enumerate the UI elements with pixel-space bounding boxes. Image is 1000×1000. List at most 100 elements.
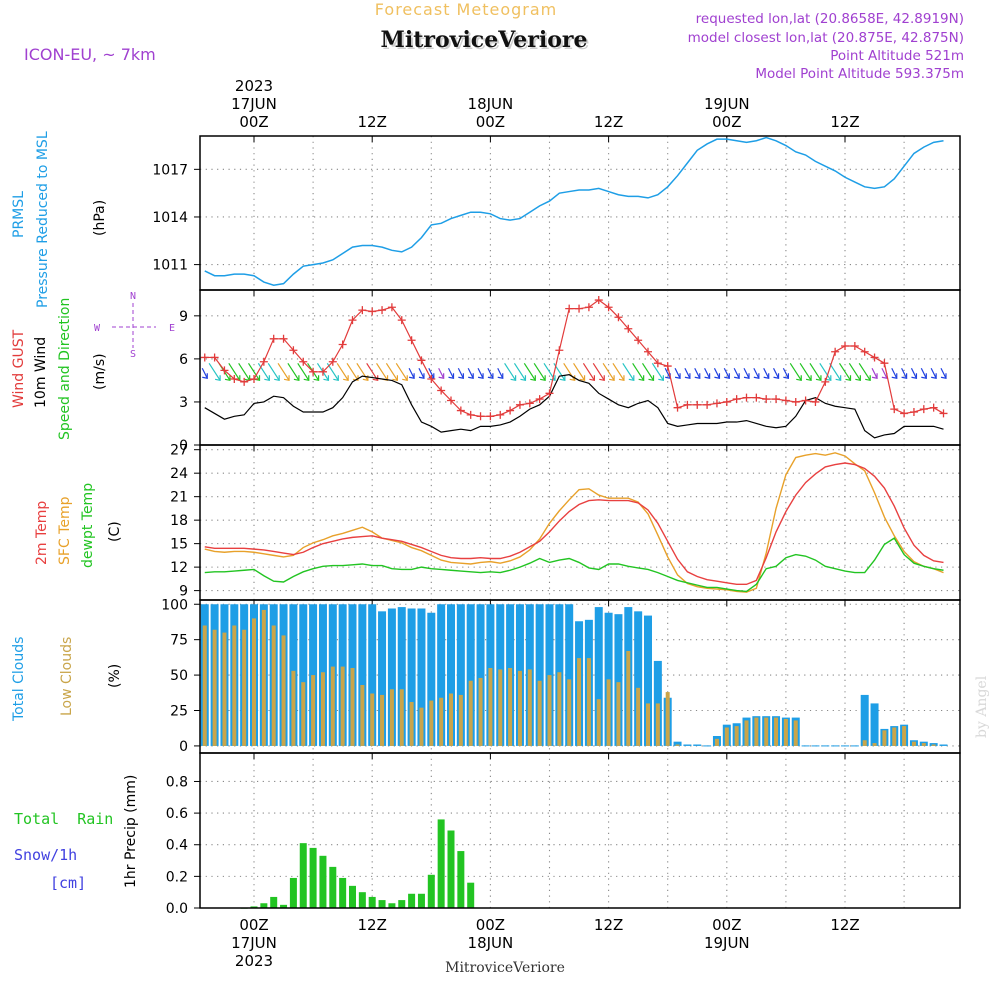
wind-arrow-shaft bbox=[819, 362, 832, 381]
temp2m-label: 2m Temp bbox=[34, 501, 50, 565]
rain-bar bbox=[388, 903, 396, 908]
wind-arrow bbox=[497, 367, 504, 379]
wind-arrow-head bbox=[835, 375, 842, 382]
wind-arrow bbox=[848, 362, 861, 382]
wind-arrow-shaft bbox=[277, 362, 290, 381]
wind-arrow-head bbox=[773, 373, 780, 379]
wind-arrow-head bbox=[618, 375, 625, 382]
total-cloud-bar bbox=[693, 744, 702, 746]
wind-arrow-shaft bbox=[858, 362, 871, 381]
ytick-label: 15 bbox=[170, 537, 188, 553]
rain-bar bbox=[299, 843, 307, 908]
top-axis-label: 00Z bbox=[239, 113, 268, 131]
low-cloud-bar bbox=[389, 689, 394, 746]
wind-arrow-head bbox=[796, 375, 802, 382]
gust-marker bbox=[850, 341, 859, 350]
low-cloud-bar bbox=[242, 629, 247, 746]
gust-marker bbox=[831, 347, 840, 356]
rain-bar bbox=[309, 847, 317, 908]
pressure-panel: 1011 1014 1017 bbox=[152, 135, 961, 291]
wind-arrow bbox=[408, 367, 415, 379]
low-cloud-bar bbox=[301, 682, 306, 746]
rain-bar bbox=[457, 851, 465, 908]
wind-arrow bbox=[713, 367, 721, 379]
wind-arrow-head bbox=[510, 375, 517, 382]
low-cloud-bar bbox=[212, 629, 217, 746]
low-cloud-bar bbox=[636, 687, 641, 746]
wind-arrow bbox=[612, 362, 625, 382]
total-cloud-bar bbox=[673, 741, 682, 746]
total-cloud-bar bbox=[683, 744, 692, 746]
wind-arrow-head bbox=[303, 375, 310, 382]
wind-arrow bbox=[940, 367, 947, 379]
wind-arrow-shaft bbox=[704, 367, 711, 379]
gust-marker bbox=[210, 353, 219, 362]
wind-arrow-shaft bbox=[674, 367, 681, 379]
wind-arrow-head bbox=[540, 375, 546, 382]
wind-arrow-shaft bbox=[930, 367, 937, 379]
wind-arrow bbox=[694, 367, 701, 379]
low-cloud-bar bbox=[646, 703, 650, 746]
gust-marker bbox=[742, 393, 751, 402]
wind-arrow-shaft bbox=[910, 367, 917, 379]
gust-marker bbox=[584, 303, 593, 312]
rain-bar bbox=[467, 882, 475, 908]
wind-arrow-head bbox=[628, 375, 635, 382]
wind-arrow-shaft bbox=[733, 367, 740, 379]
wind-arrow-head bbox=[408, 373, 415, 379]
wind-arrow-shaft bbox=[723, 367, 730, 379]
wind-arrow bbox=[773, 367, 780, 379]
sfc-temp-line bbox=[204, 452, 944, 593]
wind-arrow-shaft bbox=[346, 362, 359, 381]
low-cloud-bar bbox=[557, 672, 562, 746]
meteogram-subtitle: Forecast Meteogram bbox=[375, 0, 557, 19]
ytick-label: 0 bbox=[179, 739, 188, 755]
low-cloud-bar bbox=[271, 625, 276, 746]
wind-arrow-head bbox=[648, 375, 655, 382]
gust-marker bbox=[525, 399, 534, 408]
low-cloud-bar bbox=[547, 675, 552, 746]
wind-arrow-shaft bbox=[287, 362, 300, 381]
wind-arrow-shaft bbox=[789, 362, 802, 381]
total-cloud-bar bbox=[565, 604, 574, 746]
wind-arrow-head bbox=[283, 375, 290, 382]
panel-frame bbox=[199, 289, 961, 446]
low-cloud-bar bbox=[202, 625, 207, 746]
bottom-axis-label: 00Z bbox=[476, 916, 505, 934]
gust-line bbox=[204, 299, 944, 417]
gust-marker bbox=[919, 405, 928, 414]
gust-marker bbox=[939, 409, 948, 418]
wind-arrow-shaft bbox=[763, 367, 770, 379]
wind-arrow-head bbox=[734, 373, 740, 379]
wind-arrow-shaft bbox=[356, 362, 369, 381]
wind-arrow-head bbox=[911, 373, 918, 379]
gust-marker bbox=[230, 374, 239, 383]
wind-arrow-head bbox=[743, 373, 750, 379]
wind-arrow-shaft bbox=[684, 367, 691, 379]
gust-marker bbox=[781, 396, 790, 405]
ytick-label: 1017 bbox=[152, 162, 188, 178]
total-cloud-bar bbox=[358, 604, 367, 746]
top-axis-label: 18JUN bbox=[468, 95, 514, 113]
wind-arrow-head bbox=[352, 375, 359, 382]
wind-arrow-head bbox=[323, 375, 330, 382]
wind-arrow bbox=[632, 362, 645, 382]
gust-marker bbox=[604, 303, 613, 312]
wind-arrow-shaft bbox=[622, 362, 635, 381]
snow-unit: [cm] bbox=[50, 874, 86, 892]
wind-arrow-shaft bbox=[533, 362, 546, 381]
low-cloud-bar bbox=[616, 682, 621, 746]
ytick-label: 9 bbox=[179, 309, 188, 325]
gust-marker bbox=[378, 306, 387, 315]
top-axis-label: 2023 bbox=[235, 77, 273, 95]
compass-n: N bbox=[130, 291, 136, 302]
wind-arrow-head bbox=[372, 375, 379, 382]
wind-arrow-shaft bbox=[838, 362, 852, 381]
bottom-axis-label: 17JUN bbox=[231, 934, 277, 952]
wind-arrow bbox=[438, 367, 445, 379]
wind-arrow-head bbox=[684, 373, 691, 379]
wind-arrow-head bbox=[549, 375, 556, 382]
low-cloud-bar bbox=[449, 693, 453, 746]
wind-arrow bbox=[838, 362, 852, 382]
gust-marker bbox=[368, 307, 377, 316]
